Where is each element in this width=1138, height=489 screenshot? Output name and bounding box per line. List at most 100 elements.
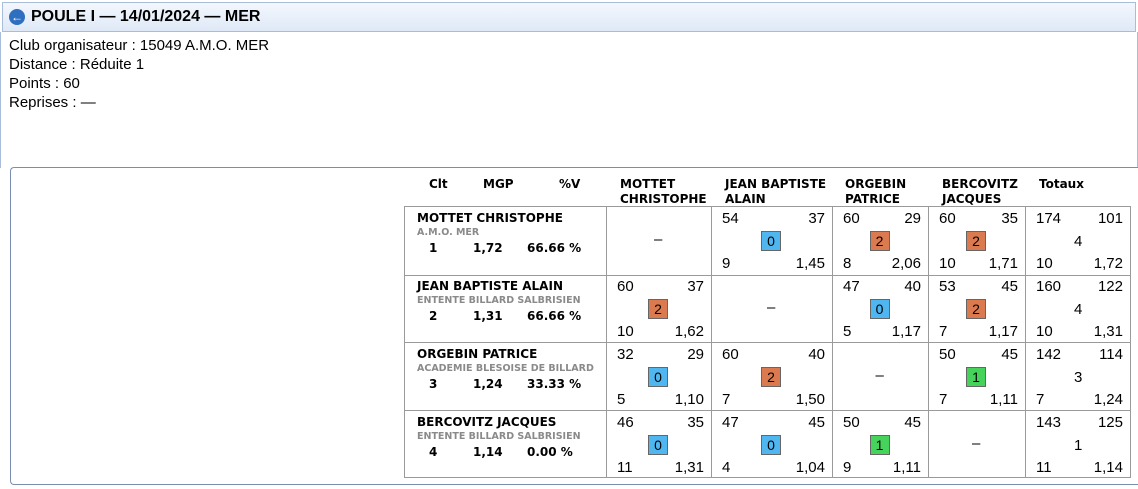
player-mgp: 1,14 [473,445,503,459]
col-divider [832,207,833,477]
row-divider [405,275,1130,276]
total-reprises: 10 [1036,255,1053,272]
header-clt: Clt [429,177,448,191]
player-mgp: 1,24 [473,377,503,391]
row-divider [405,410,1130,411]
total-result: 1 [1074,437,1083,454]
match-opponent-points: 35 [687,414,704,431]
total-points: 160 [1036,278,1062,295]
player-club: ENTENTE BILLARD SALBRISIEN [417,295,581,306]
match-reprises: 8 [843,255,852,272]
empty-cell-mark: – [972,435,981,452]
info-section: Club organisateur : 15049 A.M.O. MER Dis… [0,32,1138,168]
total-result: 4 [1074,301,1083,318]
col-divider [928,207,929,477]
match-result-badge: 2 [966,299,986,319]
total-reprises: 7 [1036,391,1045,408]
player-mgp: 1,31 [473,309,503,323]
header-pct: %V [559,177,581,191]
match-points: 60 [843,210,860,227]
page-title: POULE I — 14/01/2024 — MER [31,8,261,25]
player-win-pct: 66.66 % [527,241,582,255]
match-average: 1,17 [988,323,1018,340]
match-reprises: 7 [939,323,948,340]
match-points: 47 [843,278,860,295]
match-points: 54 [722,210,739,227]
total-opponent-points: 101 [1097,210,1123,227]
header-opponent-line1: ORGEBIN [845,177,907,191]
player-rank: 2 [429,309,438,323]
match-result-badge: 1 [966,367,986,387]
results-grid [404,206,1131,478]
match-reprises: 5 [617,391,626,408]
total-opponent-points: 125 [1097,414,1123,431]
header-opponent-2: JEAN BAPTISTE ALAIN [725,177,826,207]
match-average: 2,06 [891,255,921,272]
distance-text: Distance : Réduite 1 [9,56,145,73]
match-points: 60 [939,210,956,227]
player-win-pct: 66.66 % [527,309,582,323]
player-name: JEAN BAPTISTE ALAIN [417,279,563,293]
total-result: 4 [1074,233,1083,250]
match-reprises: 9 [722,255,731,272]
header-totals: Totaux [1039,177,1084,191]
header-opponent-line2: PATRICE [845,192,900,206]
match-reprises: 9 [843,459,852,476]
match-result-badge: 2 [761,367,781,387]
player-club: A.M.O. MER [417,227,480,238]
player-name: BERCOVITZ JACQUES [417,415,557,429]
player-rank: 1 [429,241,438,255]
match-opponent-points: 45 [808,414,825,431]
player-win-pct: 0.00 % [527,445,573,459]
match-points: 60 [617,278,634,295]
total-result: 3 [1074,369,1083,386]
match-result-badge: 1 [869,435,890,455]
match-average: 1,71 [988,255,1018,272]
total-points: 174 [1036,210,1062,227]
match-average: 1,11 [989,391,1018,408]
match-opponent-points: 35 [1001,210,1018,227]
col-divider [711,207,712,477]
match-reprises: 11 [617,459,633,476]
match-average: 1,62 [674,323,704,340]
total-reprises: 11 [1036,459,1052,476]
match-result-badge: 2 [648,299,668,319]
empty-cell-mark: – [654,231,663,248]
match-reprises: 10 [617,323,634,340]
header-opponent-line1: BERCOVITZ [942,177,1018,191]
match-opponent-points: 45 [1001,278,1018,295]
match-result-badge: 2 [869,231,890,251]
match-reprises: 7 [939,391,948,408]
total-points: 143 [1036,414,1062,431]
row-divider [405,342,1130,343]
match-points: 50 [939,346,956,363]
match-opponent-points: 37 [687,278,704,295]
match-result-badge: 0 [761,435,781,455]
player-rank: 4 [429,445,438,459]
header-opponent-line2: ALAIN [725,192,766,206]
match-result-badge: 0 [648,435,668,455]
col-divider [1025,207,1026,477]
match-opponent-points: 29 [904,210,921,227]
match-average: 1,11 [892,459,921,476]
match-reprises: 7 [722,391,731,408]
empty-cell-mark: – [767,299,776,316]
back-arrow-icon[interactable]: ← [9,9,25,25]
player-name: MOTTET CHRISTOPHE [417,211,563,225]
player-mgp: 1,72 [473,241,503,255]
col-divider [606,207,607,477]
total-opponent-points: 122 [1097,278,1123,295]
match-opponent-points: 37 [808,210,825,227]
total-average: 1,31 [1093,323,1123,340]
player-club: ENTENTE BILLARD SALBRISIEN [417,431,581,442]
total-average: 1,14 [1093,459,1123,476]
header-opponent-line2: JACQUES [942,192,1002,206]
total-average: 1,24 [1093,391,1123,408]
match-reprises: 4 [722,459,731,476]
match-reprises: 5 [843,323,852,340]
match-average: 1,04 [795,459,825,476]
match-opponent-points: 40 [808,346,825,363]
match-points: 46 [617,414,634,431]
club-organizer-text: Club organisateur : 15049 A.M.O. MER [9,37,270,54]
results-panel [10,167,1138,485]
